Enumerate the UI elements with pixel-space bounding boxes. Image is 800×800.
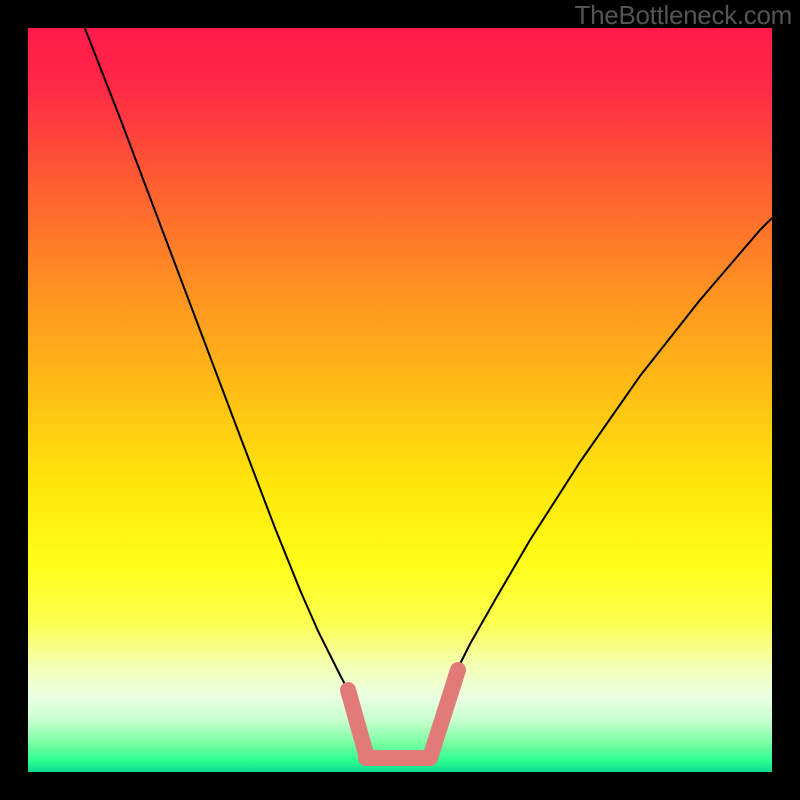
bottleneck-chart — [0, 0, 800, 800]
watermark-text: TheBottleneck.com — [575, 0, 792, 31]
gradient-background — [28, 28, 772, 772]
